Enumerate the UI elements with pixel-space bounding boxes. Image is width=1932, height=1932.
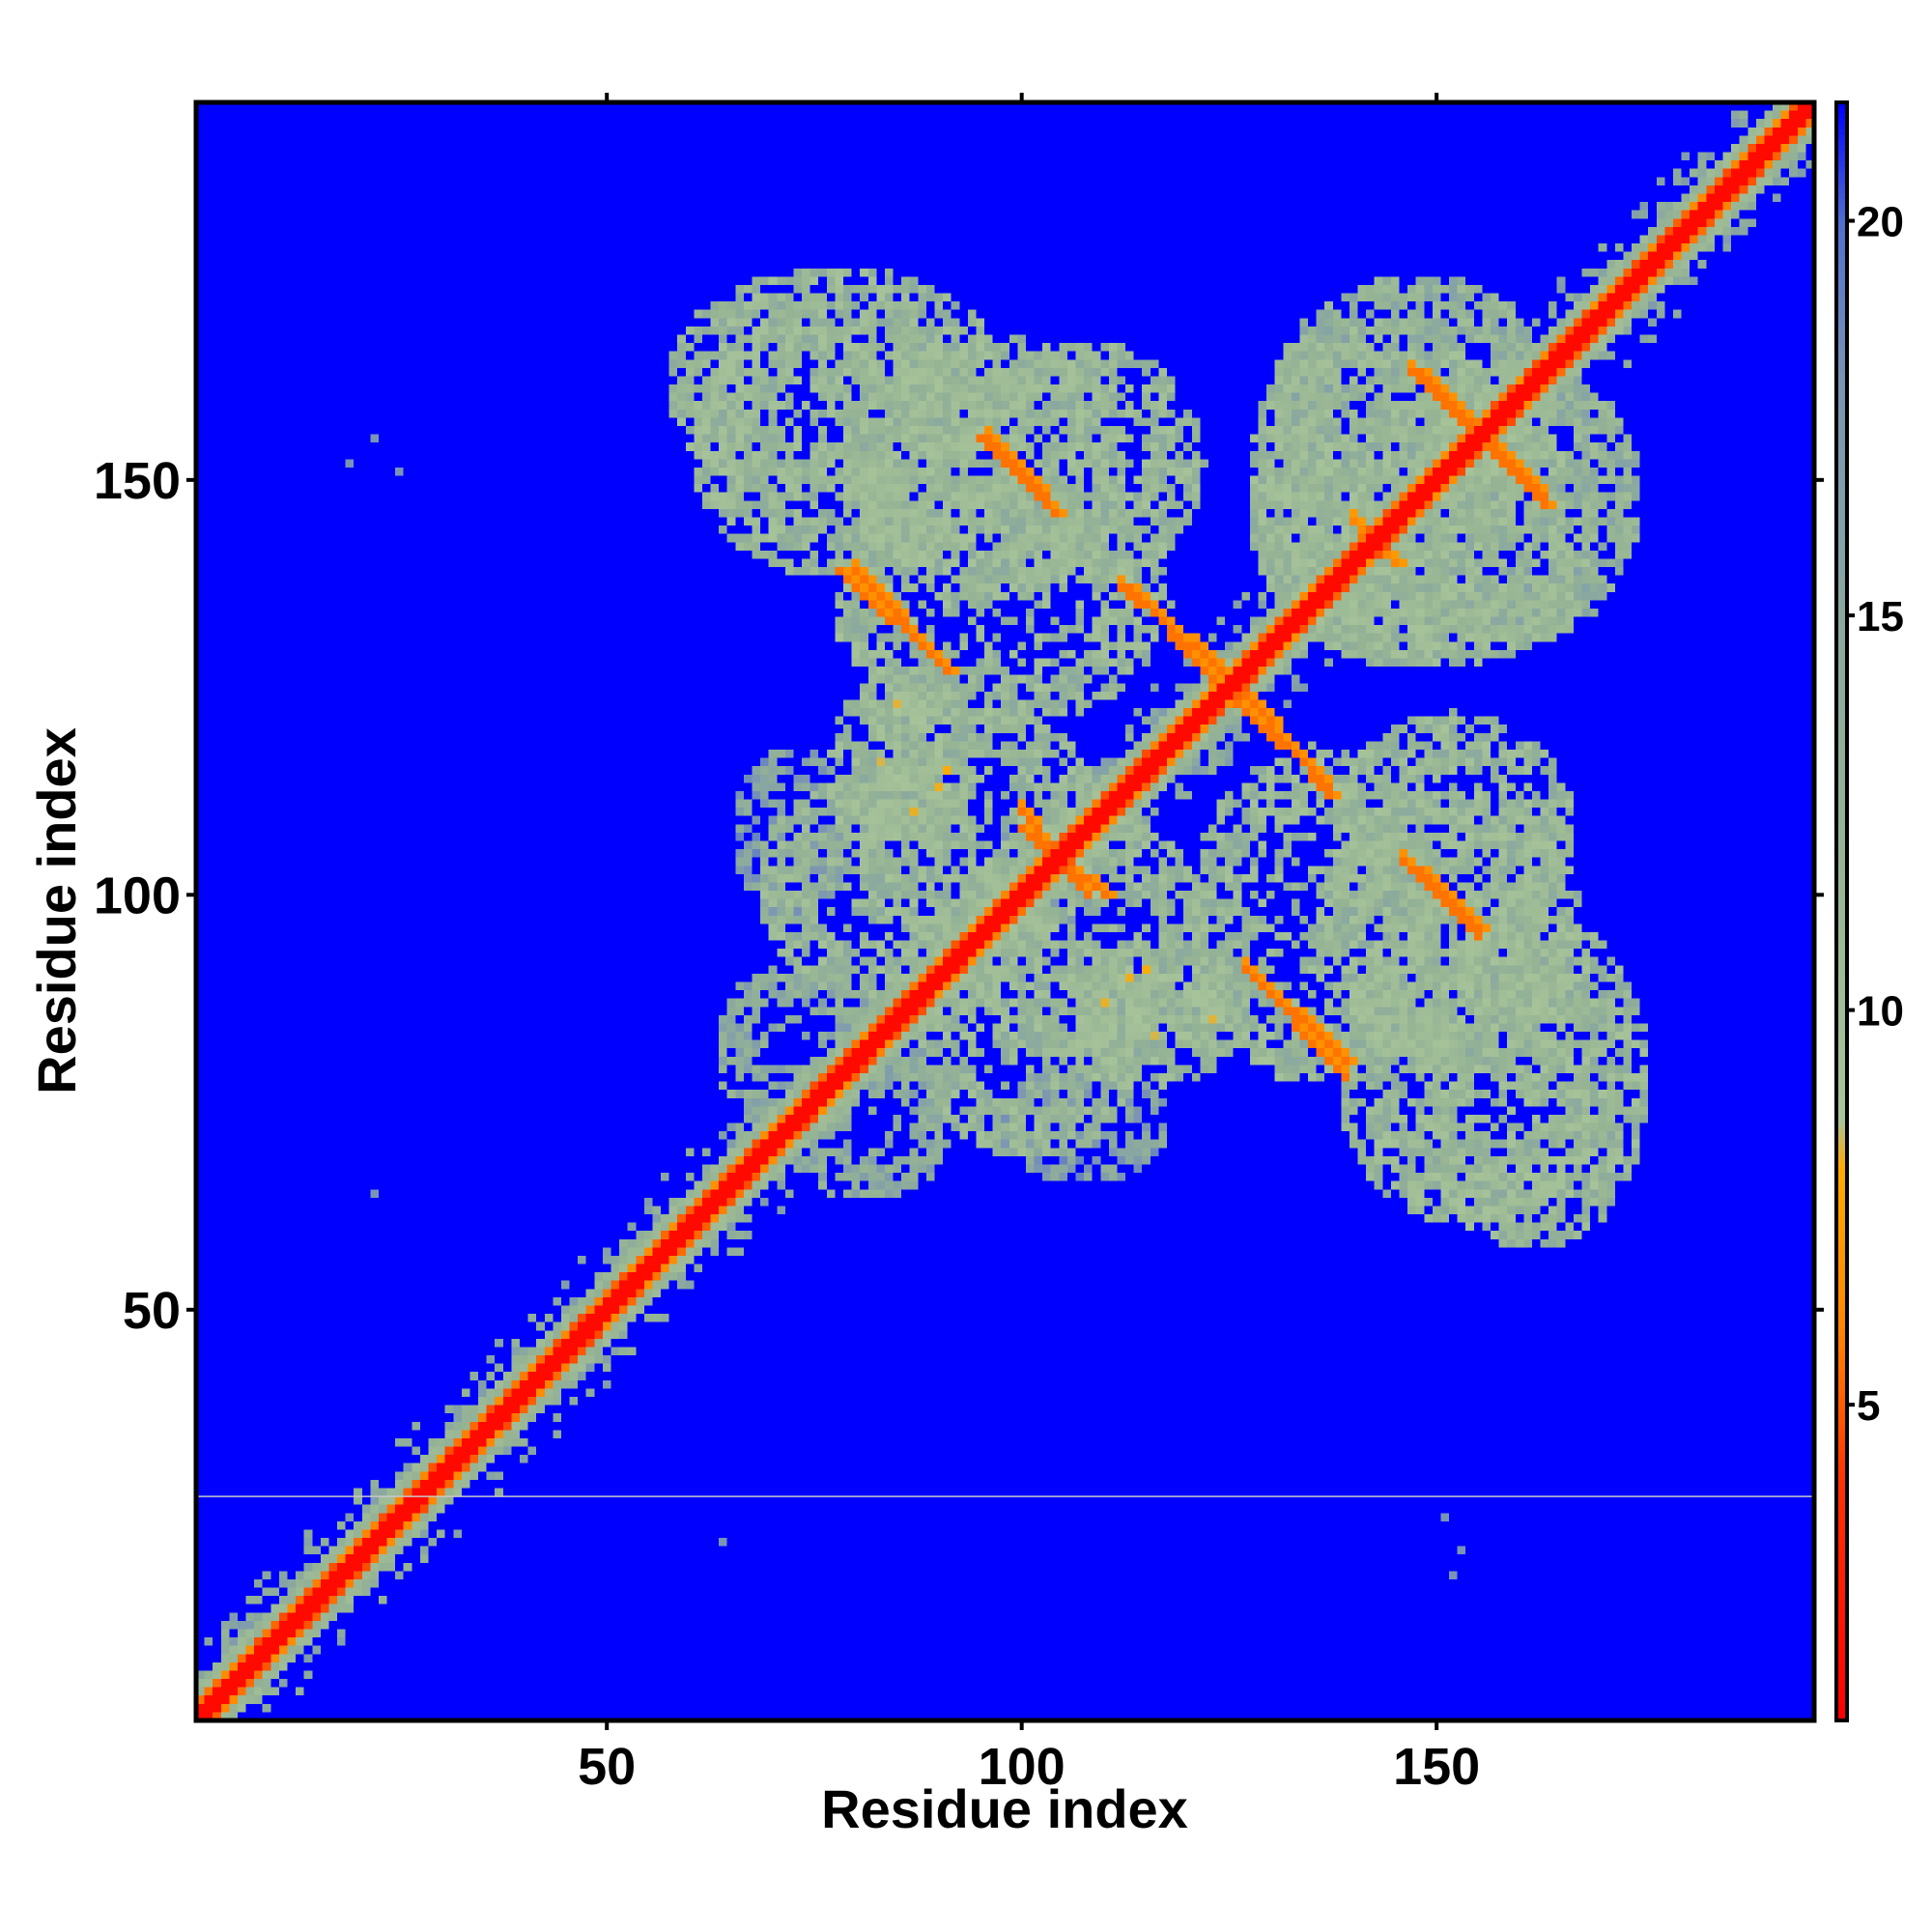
heatmap-cells bbox=[196, 102, 1814, 1720]
y-axis-title: Residue index bbox=[26, 727, 87, 1094]
y-tick-label: 100 bbox=[94, 867, 181, 924]
x-tick-label: 150 bbox=[1393, 1738, 1480, 1796]
x-tick-label: 50 bbox=[578, 1738, 636, 1796]
heatmap-image bbox=[196, 102, 1814, 1720]
y-axis: 50 100 150 bbox=[94, 452, 1824, 1340]
colorbar-tick-label: 5 bbox=[1857, 1382, 1880, 1430]
x-axis: 50 100 150 bbox=[578, 93, 1480, 1796]
colorbar: 5 10 15 20 bbox=[1834, 100, 1904, 1722]
colorbar-tick-label: 20 bbox=[1857, 199, 1904, 246]
colorbar-gradient bbox=[1836, 102, 1847, 1720]
x-axis-title: Residue index bbox=[821, 1778, 1188, 1839]
colorbar-tick-label: 15 bbox=[1857, 593, 1904, 640]
colorbar-ticks: 5 10 15 20 bbox=[1847, 199, 1904, 1430]
plot-frame bbox=[193, 99, 1817, 1723]
colorbar-tick-label: 10 bbox=[1857, 988, 1904, 1036]
x-tick-label: 100 bbox=[979, 1738, 1065, 1796]
y-tick-label: 150 bbox=[94, 452, 181, 510]
colorbar-frame bbox=[1834, 100, 1849, 1722]
y-tick-label: 50 bbox=[123, 1282, 181, 1340]
